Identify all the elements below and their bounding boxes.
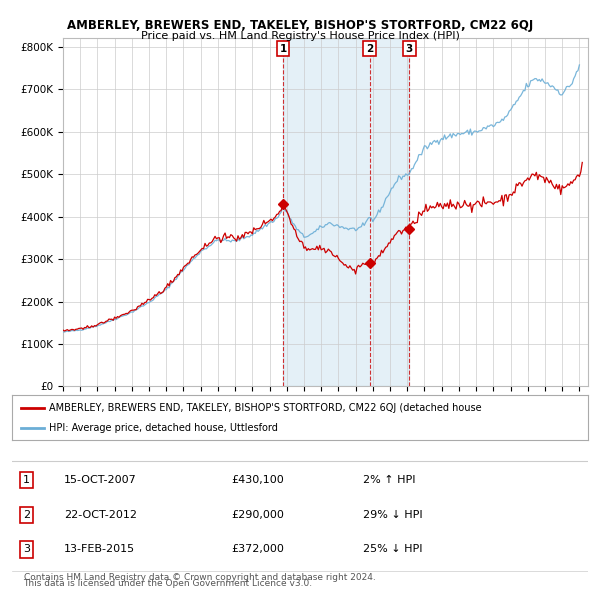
Text: 15-OCT-2007: 15-OCT-2007	[64, 475, 137, 485]
Text: 1: 1	[23, 475, 30, 485]
Text: 2% ↑ HPI: 2% ↑ HPI	[364, 475, 416, 485]
Text: 3: 3	[406, 44, 413, 54]
Text: £372,000: £372,000	[231, 545, 284, 555]
Text: £290,000: £290,000	[231, 510, 284, 520]
Text: AMBERLEY, BREWERS END, TAKELEY, BISHOP'S STORTFORD, CM22 6QJ: AMBERLEY, BREWERS END, TAKELEY, BISHOP'S…	[67, 19, 533, 32]
Text: AMBERLEY, BREWERS END, TAKELEY, BISHOP'S STORTFORD, CM22 6QJ (detached house: AMBERLEY, BREWERS END, TAKELEY, BISHOP'S…	[49, 403, 482, 412]
Text: HPI: Average price, detached house, Uttlesford: HPI: Average price, detached house, Uttl…	[49, 424, 278, 434]
Text: This data is licensed under the Open Government Licence v3.0.: This data is licensed under the Open Gov…	[23, 579, 313, 588]
Text: 25% ↓ HPI: 25% ↓ HPI	[364, 545, 423, 555]
Text: 13-FEB-2015: 13-FEB-2015	[64, 545, 135, 555]
Bar	[283, 38, 409, 386]
Text: Contains HM Land Registry data © Crown copyright and database right 2024.: Contains HM Land Registry data © Crown c…	[23, 573, 375, 582]
Text: 2: 2	[23, 510, 30, 520]
Text: 3: 3	[23, 545, 30, 555]
Text: 22-OCT-2012: 22-OCT-2012	[64, 510, 137, 520]
Text: Price paid vs. HM Land Registry's House Price Index (HPI): Price paid vs. HM Land Registry's House …	[140, 31, 460, 41]
Text: 29% ↓ HPI: 29% ↓ HPI	[364, 510, 423, 520]
Text: £430,100: £430,100	[231, 475, 284, 485]
Text: 2: 2	[366, 44, 373, 54]
Text: 1: 1	[280, 44, 287, 54]
